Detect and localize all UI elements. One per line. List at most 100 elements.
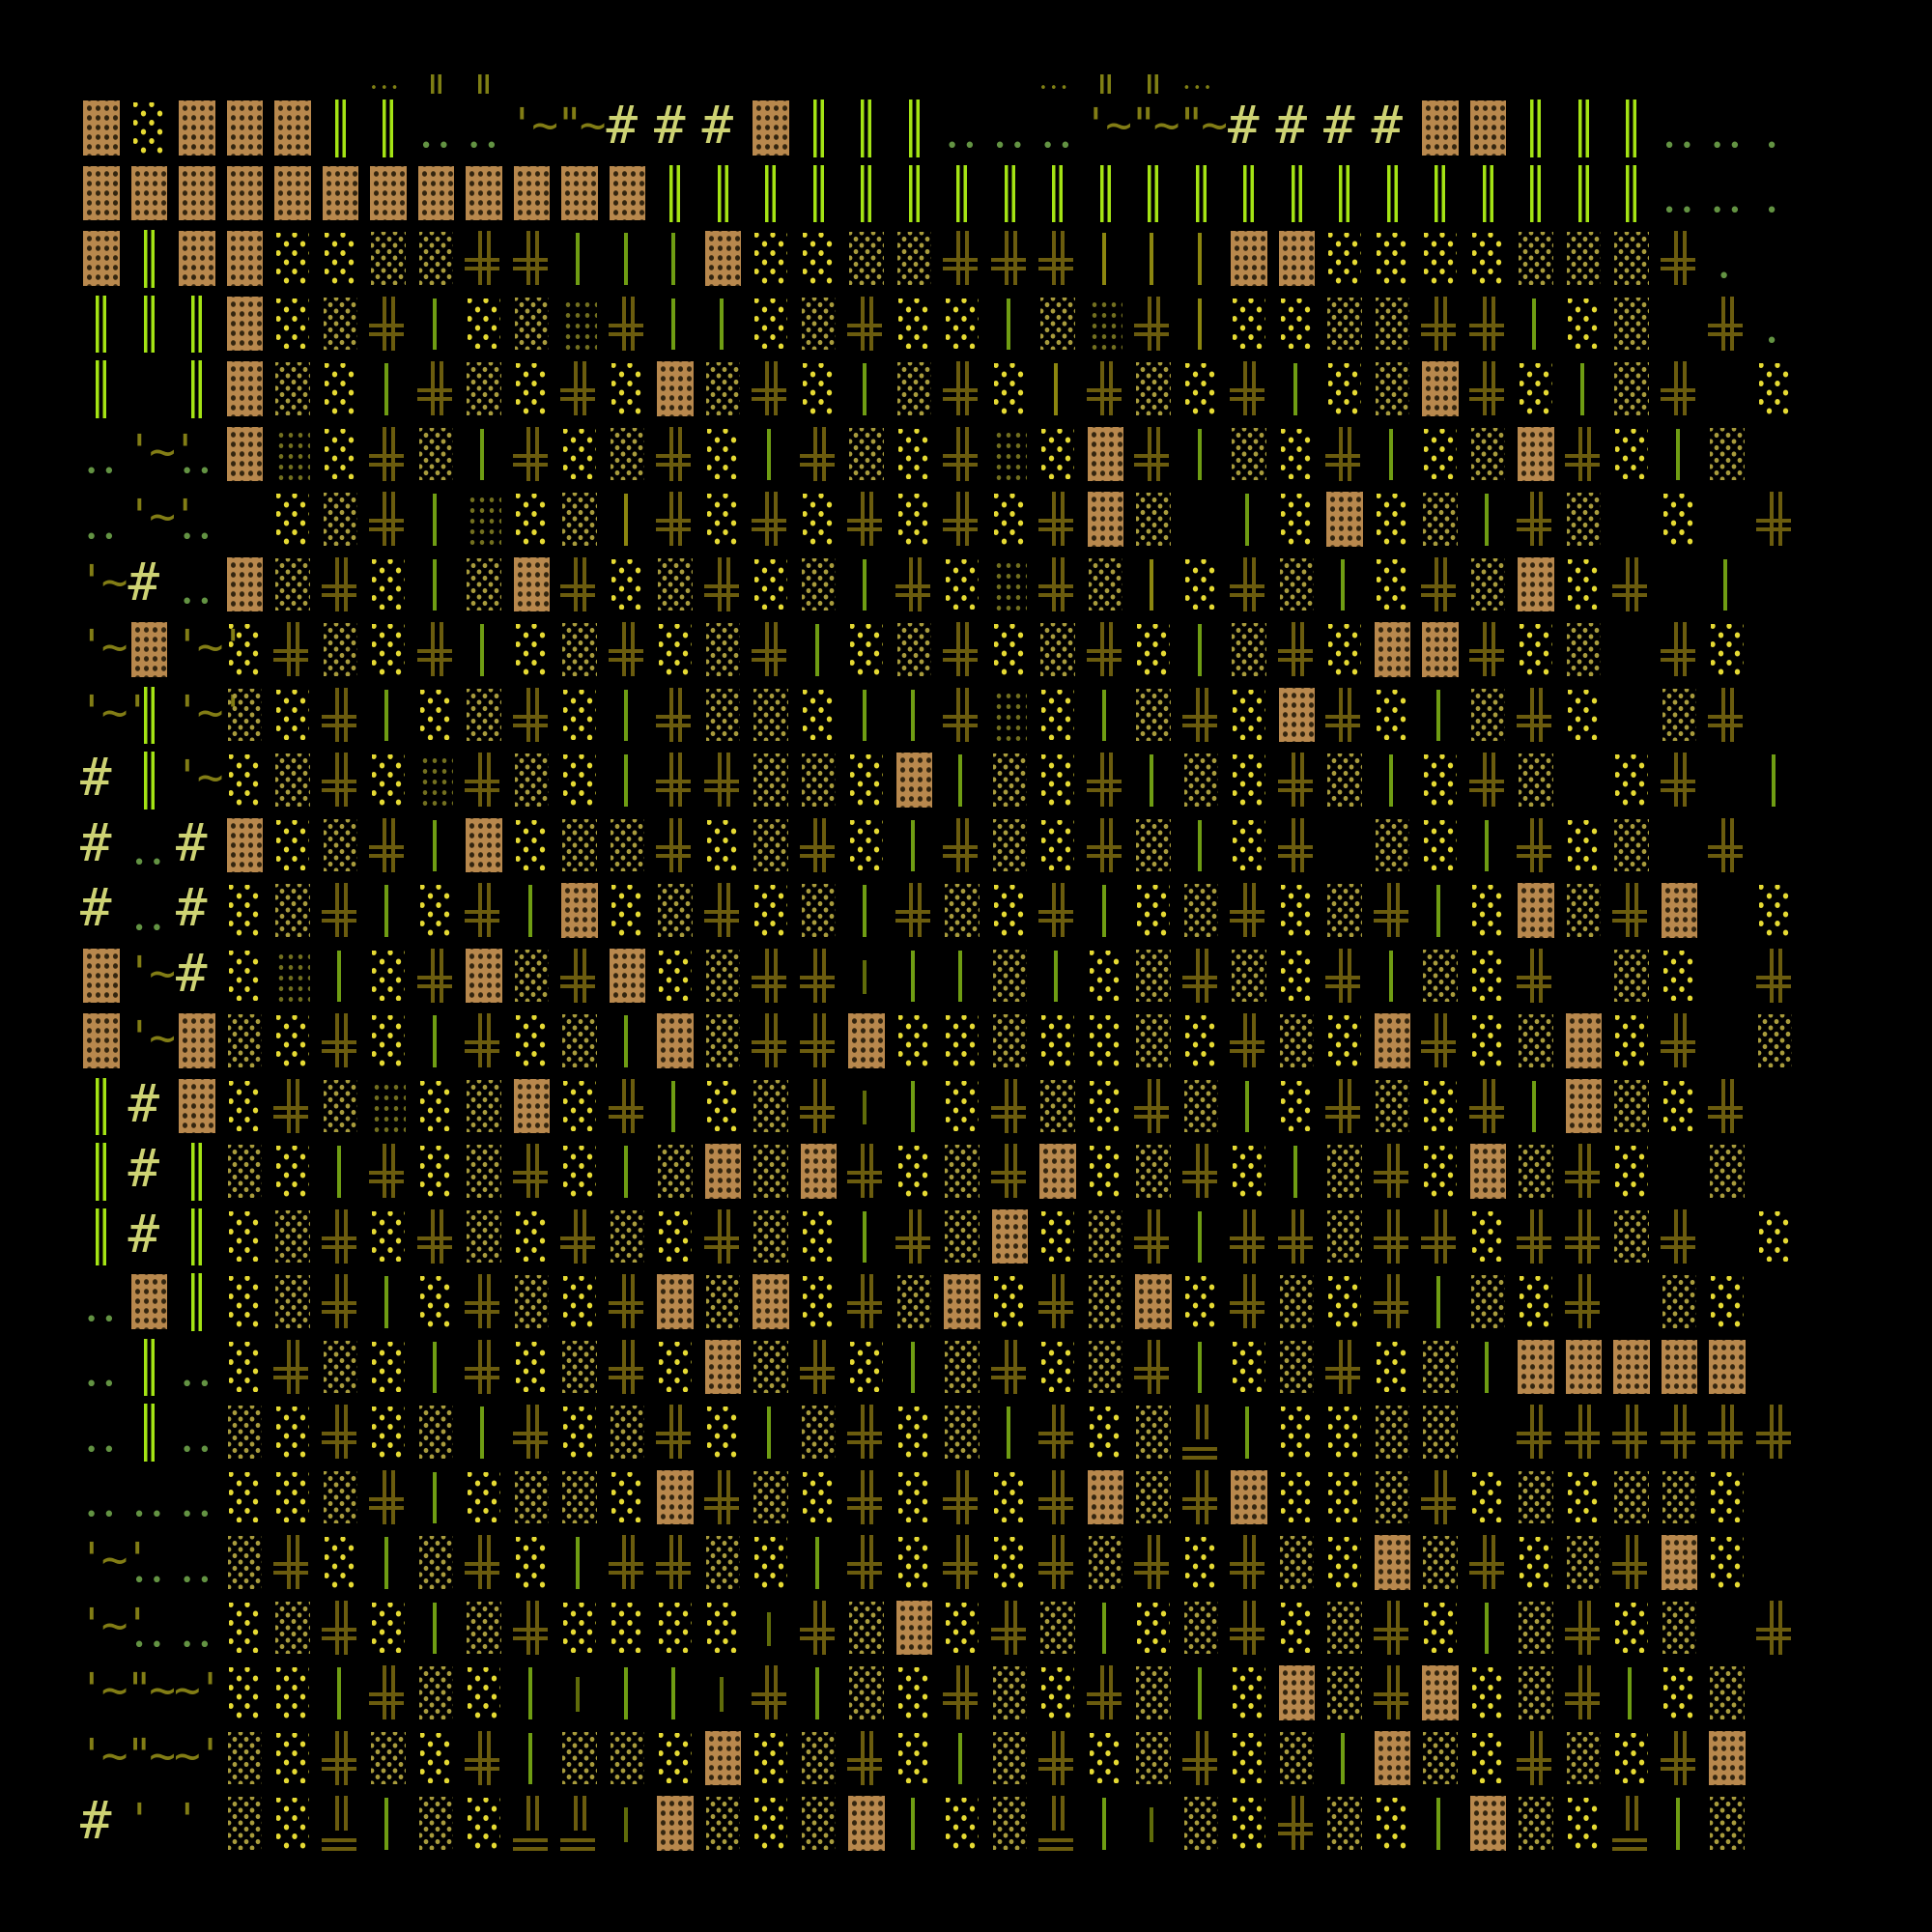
glyph-dots-muted-icon <box>651 1140 699 1206</box>
glyph-block-tan-icon <box>126 162 174 228</box>
glyph-dots-muted-icon <box>412 423 461 489</box>
glyph-block-tan-icon <box>1560 1075 1608 1141</box>
glyph-dots-bright-icon <box>1369 488 1417 554</box>
glyph-tilde-tick-icon: ~' <box>174 1663 223 1716</box>
glyph-dots-muted-icon <box>555 618 604 684</box>
glyph-double-cross-icon <box>460 1009 508 1075</box>
glyph-dots-muted-icon <box>986 1662 1035 1727</box>
glyph-dots-bright-icon <box>269 814 317 880</box>
glyph-up-bars-icon <box>1178 1401 1226 1466</box>
glyph-double-cross-icon <box>1656 357 1704 423</box>
glyph-dots-bright-icon <box>891 293 939 358</box>
glyph-dots-bright-icon <box>269 227 317 293</box>
glyph-dots-muted-icon <box>604 1206 652 1271</box>
glyph-block-tan-icon <box>221 227 270 293</box>
glyph-dots-bright-icon <box>1464 1727 1513 1793</box>
glyph-bar-olive-icon <box>1178 227 1226 293</box>
glyph-double-cross-icon <box>1751 1597 1800 1662</box>
glyph-block-tan-icon <box>1560 1336 1608 1402</box>
glyph-quote-tilde-icon: "~ <box>126 1663 176 1716</box>
glyph-dots-bright-icon <box>795 1466 843 1532</box>
glyph-tick-tilde-tick-icon: '~' <box>78 685 151 738</box>
glyph-block-tan-icon <box>1656 879 1704 945</box>
glyph-block-tan-icon <box>651 357 699 423</box>
glyph-double-cross-icon <box>1512 488 1560 554</box>
glyph-double-cross-icon <box>1034 879 1082 945</box>
glyph-dots-bright-icon <box>1321 1270 1369 1336</box>
glyph-dots-bright-icon <box>938 1597 986 1662</box>
glyph-dots-muted-icon <box>1129 1727 1178 1793</box>
glyph-double-cross-icon <box>1369 1597 1417 1662</box>
glyph-dots-muted-icon <box>1560 1727 1608 1793</box>
glyph-double-cross-icon <box>938 1531 986 1597</box>
glyph-double-cross-icon <box>1321 423 1369 489</box>
glyph-dots-muted-icon <box>508 749 556 814</box>
glyph-block-tan-icon <box>1464 97 1513 162</box>
glyph-block-tan-icon <box>173 1075 221 1141</box>
glyph-block-tan-icon <box>1416 618 1464 684</box>
glyph-dots-bright-icon <box>1656 1662 1704 1727</box>
glyph-double-cross-icon <box>508 1597 556 1662</box>
glyph-dots-bright-icon <box>747 879 795 945</box>
glyph-dots-muted-icon <box>221 1401 270 1466</box>
glyph-bar-olive-icon <box>1082 227 1130 293</box>
glyph-dots-dark-icon <box>555 293 604 358</box>
glyph-tick-tilde-icon: '~ <box>78 620 128 672</box>
glyph-double-cross-icon <box>317 1009 365 1075</box>
glyph-dots-muted-icon <box>1225 618 1273 684</box>
glyph-dots-muted-icon <box>1129 488 1178 554</box>
glyph-dot-pair-icon: •• <box>85 1373 121 1397</box>
glyph-dots-muted-icon <box>1560 227 1608 293</box>
glyph-double-cross-icon <box>842 293 891 358</box>
glyph-block-tan-icon <box>699 227 748 293</box>
glyph-dots-bright-icon <box>1512 618 1560 684</box>
glyph-dots-muted-icon <box>221 1531 270 1597</box>
glyph-dots-muted-icon <box>269 879 317 945</box>
glyph-dots-bright-icon <box>604 357 652 423</box>
glyph-bar-green-icon <box>1416 1792 1464 1858</box>
glyph-hash-icon: # <box>1323 95 1355 156</box>
glyph-bar-green-icon <box>1703 554 1751 619</box>
glyph-dots-muted-icon <box>842 227 891 293</box>
glyph-double-cross-icon <box>938 227 986 293</box>
glyph-dots-dark-icon <box>412 749 461 814</box>
glyph-double-cross-icon <box>1560 1270 1608 1336</box>
glyph-block-tan-icon <box>1369 1531 1417 1597</box>
glyph-bar-green-icon <box>1464 814 1513 880</box>
glyph-bar-green-icon <box>891 1075 939 1141</box>
glyph-dots-muted-icon <box>460 1206 508 1271</box>
glyph-bar-green-icon <box>604 684 652 750</box>
glyph-dots-bright-icon <box>555 423 604 489</box>
glyph-double-bar-icon <box>842 162 891 228</box>
glyph-tick-tilde-icon: '~ <box>126 946 176 999</box>
glyph-dots-bright-icon <box>651 618 699 684</box>
glyph-double-cross-icon <box>555 554 604 619</box>
glyph-dot-pair-icon: •• <box>468 133 503 158</box>
glyph-double-cross-icon <box>460 1531 508 1597</box>
glyph-dots-muted-icon <box>891 357 939 423</box>
glyph-tick-tilde-icon: '~ <box>1082 99 1132 151</box>
glyph-block-tan-icon <box>1560 1009 1608 1075</box>
glyph-double-cross-icon <box>269 1336 317 1402</box>
glyph-dots-bright-icon <box>1082 1401 1130 1466</box>
glyph-double-cross-icon <box>938 1662 986 1727</box>
glyph-block-tan-icon <box>1369 1727 1417 1793</box>
glyph-bar-green-icon <box>1464 1597 1513 1662</box>
glyph-dots-bright-icon <box>842 1336 891 1402</box>
glyph-dots-bright-icon <box>555 1597 604 1662</box>
glyph-bar-green-icon <box>1656 423 1704 489</box>
glyph-block-tan-icon <box>1082 423 1130 489</box>
glyph-dots-muted-icon <box>460 1075 508 1141</box>
glyph-dots-bright-icon <box>1034 814 1082 880</box>
glyph-bar-olive-icon <box>604 488 652 554</box>
glyph-hash-icon: # <box>606 95 639 156</box>
glyph-double-cross-icon <box>1512 1401 1560 1466</box>
glyph-double-cross-icon <box>651 1531 699 1597</box>
glyph-dot-pair-icon: •• <box>132 1503 168 1527</box>
glyph-double-cross-icon <box>938 357 986 423</box>
glyph-quote-tilde-icon: "~ <box>1178 99 1228 151</box>
glyph-block-tan-icon <box>795 1140 843 1206</box>
glyph-dots-bright-icon <box>938 293 986 358</box>
glyph-dots-muted-icon <box>747 1336 795 1402</box>
